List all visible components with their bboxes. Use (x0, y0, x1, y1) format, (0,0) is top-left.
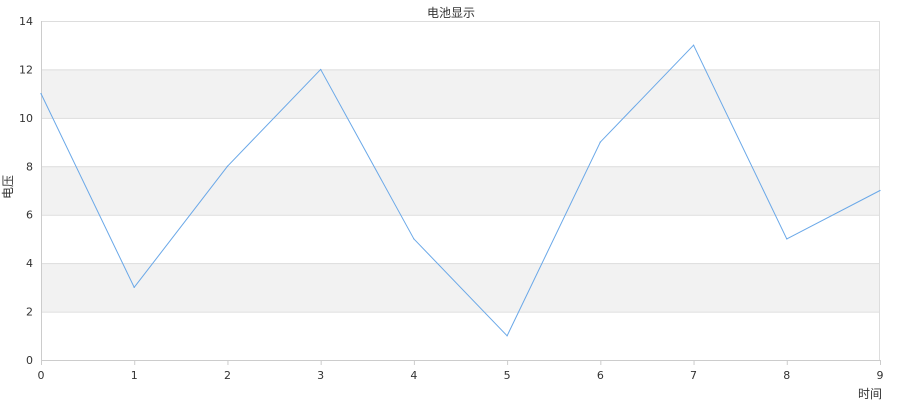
series-line-segment (786, 190, 881, 240)
y-tick-label: 0 (26, 354, 33, 367)
grid-band (41, 166, 880, 215)
x-tick-label: 6 (597, 369, 604, 382)
series-line-segment (693, 44, 788, 240)
data-point (879, 189, 881, 192)
grid-bands (41, 69, 880, 312)
y-tick-label: 6 (26, 209, 33, 222)
y-tick-label: 12 (19, 63, 33, 76)
y-tick-label: 14 (19, 15, 33, 28)
series-line-segment (226, 68, 322, 167)
series-line-segment (413, 238, 508, 337)
grid-band (41, 69, 880, 118)
series-line-segment (599, 44, 695, 143)
y-tick-label: 8 (26, 160, 33, 173)
y-tick-label: 10 (19, 112, 33, 125)
x-tick-label: 8 (783, 369, 790, 382)
chart-title: 电池显示 (427, 6, 475, 20)
x-tick-label: 0 (38, 369, 45, 382)
data-point (133, 286, 135, 288)
series-line-segment (40, 93, 135, 288)
data-point (599, 141, 601, 143)
data-point (413, 238, 415, 240)
x-tick-label: 4 (410, 369, 417, 382)
series-line-segment (506, 141, 601, 337)
data-point (692, 44, 695, 46)
y-tick-labels: 0 2 4 6 8 10 12 14 (19, 15, 33, 367)
x-tick-label: 2 (224, 369, 231, 382)
x-tick-label: 9 (877, 369, 884, 382)
x-tick-label: 5 (504, 369, 511, 382)
y-tick-label: 4 (26, 257, 33, 270)
y-tick-label: 2 (26, 306, 33, 319)
data-point (506, 335, 508, 337)
x-tick-label: 7 (690, 369, 697, 382)
data-point (226, 165, 229, 167)
series-line-segment (320, 68, 415, 240)
data-point (320, 68, 322, 71)
x-axis-label: 时间 (858, 387, 882, 400)
x-tick-label: 1 (131, 369, 138, 382)
x-tick-label: 3 (317, 369, 324, 382)
series-layer (40, 44, 881, 337)
data-point (40, 93, 42, 95)
x-tick-labels: 0 1 2 3 4 5 6 7 8 9 (38, 360, 884, 382)
series-line-segment (133, 165, 228, 288)
data-point (786, 238, 788, 240)
y-axis-label: 电压 (1, 175, 15, 199)
